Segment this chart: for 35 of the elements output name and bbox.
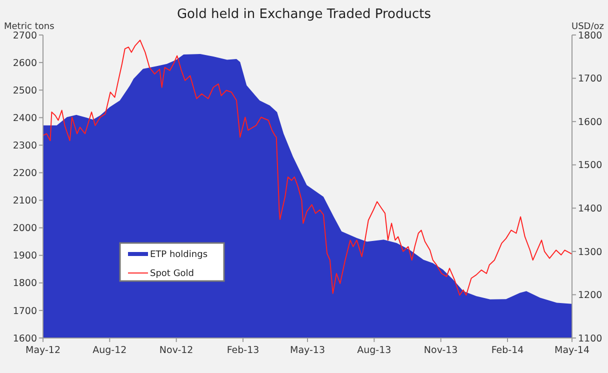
x-tick-label: May-12 — [26, 345, 60, 356]
y-tick-label: 2300 — [12, 140, 37, 152]
x-tick-label: Aug-12 — [92, 345, 127, 356]
line-series — [42, 40, 572, 296]
legend-label: Spot Gold — [150, 269, 194, 280]
y2-tick-label: 1300 — [578, 246, 602, 258]
y2-tick-label: 1100 — [578, 333, 602, 344]
chart-title: Gold held in Exchange Traded Products — [176, 7, 432, 22]
x-tick-label: May-14 — [554, 345, 590, 356]
x-tick-label: Aug-13 — [357, 345, 392, 356]
y-tick-label: 1800 — [12, 278, 37, 290]
legend-label: ETP holdings — [150, 250, 208, 260]
y-tick-label: 2200 — [12, 168, 37, 180]
x-tick-label: Feb-13 — [226, 345, 260, 356]
y-tick-label: 2500 — [12, 85, 37, 96]
y2-tick-label: 1700 — [578, 74, 602, 85]
y-tick-label: 2700 — [12, 30, 37, 42]
y-tick-label: 2400 — [12, 112, 37, 124]
y-tick-label: 2100 — [12, 196, 37, 207]
x-tick-label: May-13 — [290, 345, 325, 356]
y-tick-label: 1600 — [12, 333, 37, 344]
y-axis-title: Metric tons — [4, 22, 55, 32]
y2-tick-label: 1500 — [578, 160, 602, 172]
y-tick-label: 1700 — [12, 306, 37, 317]
y-tick-label: 2000 — [12, 223, 37, 234]
y2-tick-label: 1800 — [578, 30, 602, 42]
y2-tick-label: 1400 — [578, 203, 602, 214]
y2-axis-title: USD/oz — [572, 22, 604, 32]
x-tick-label: Nov-12 — [159, 345, 194, 356]
y2-tick-label: 1600 — [578, 116, 602, 128]
y-tick-label: 2600 — [12, 58, 37, 69]
y2-tick-label: 1200 — [578, 290, 602, 302]
x-tick-label: Nov-13 — [424, 345, 458, 356]
x-tick-label: Feb-14 — [491, 345, 524, 356]
y-tick-label: 1900 — [12, 250, 37, 262]
